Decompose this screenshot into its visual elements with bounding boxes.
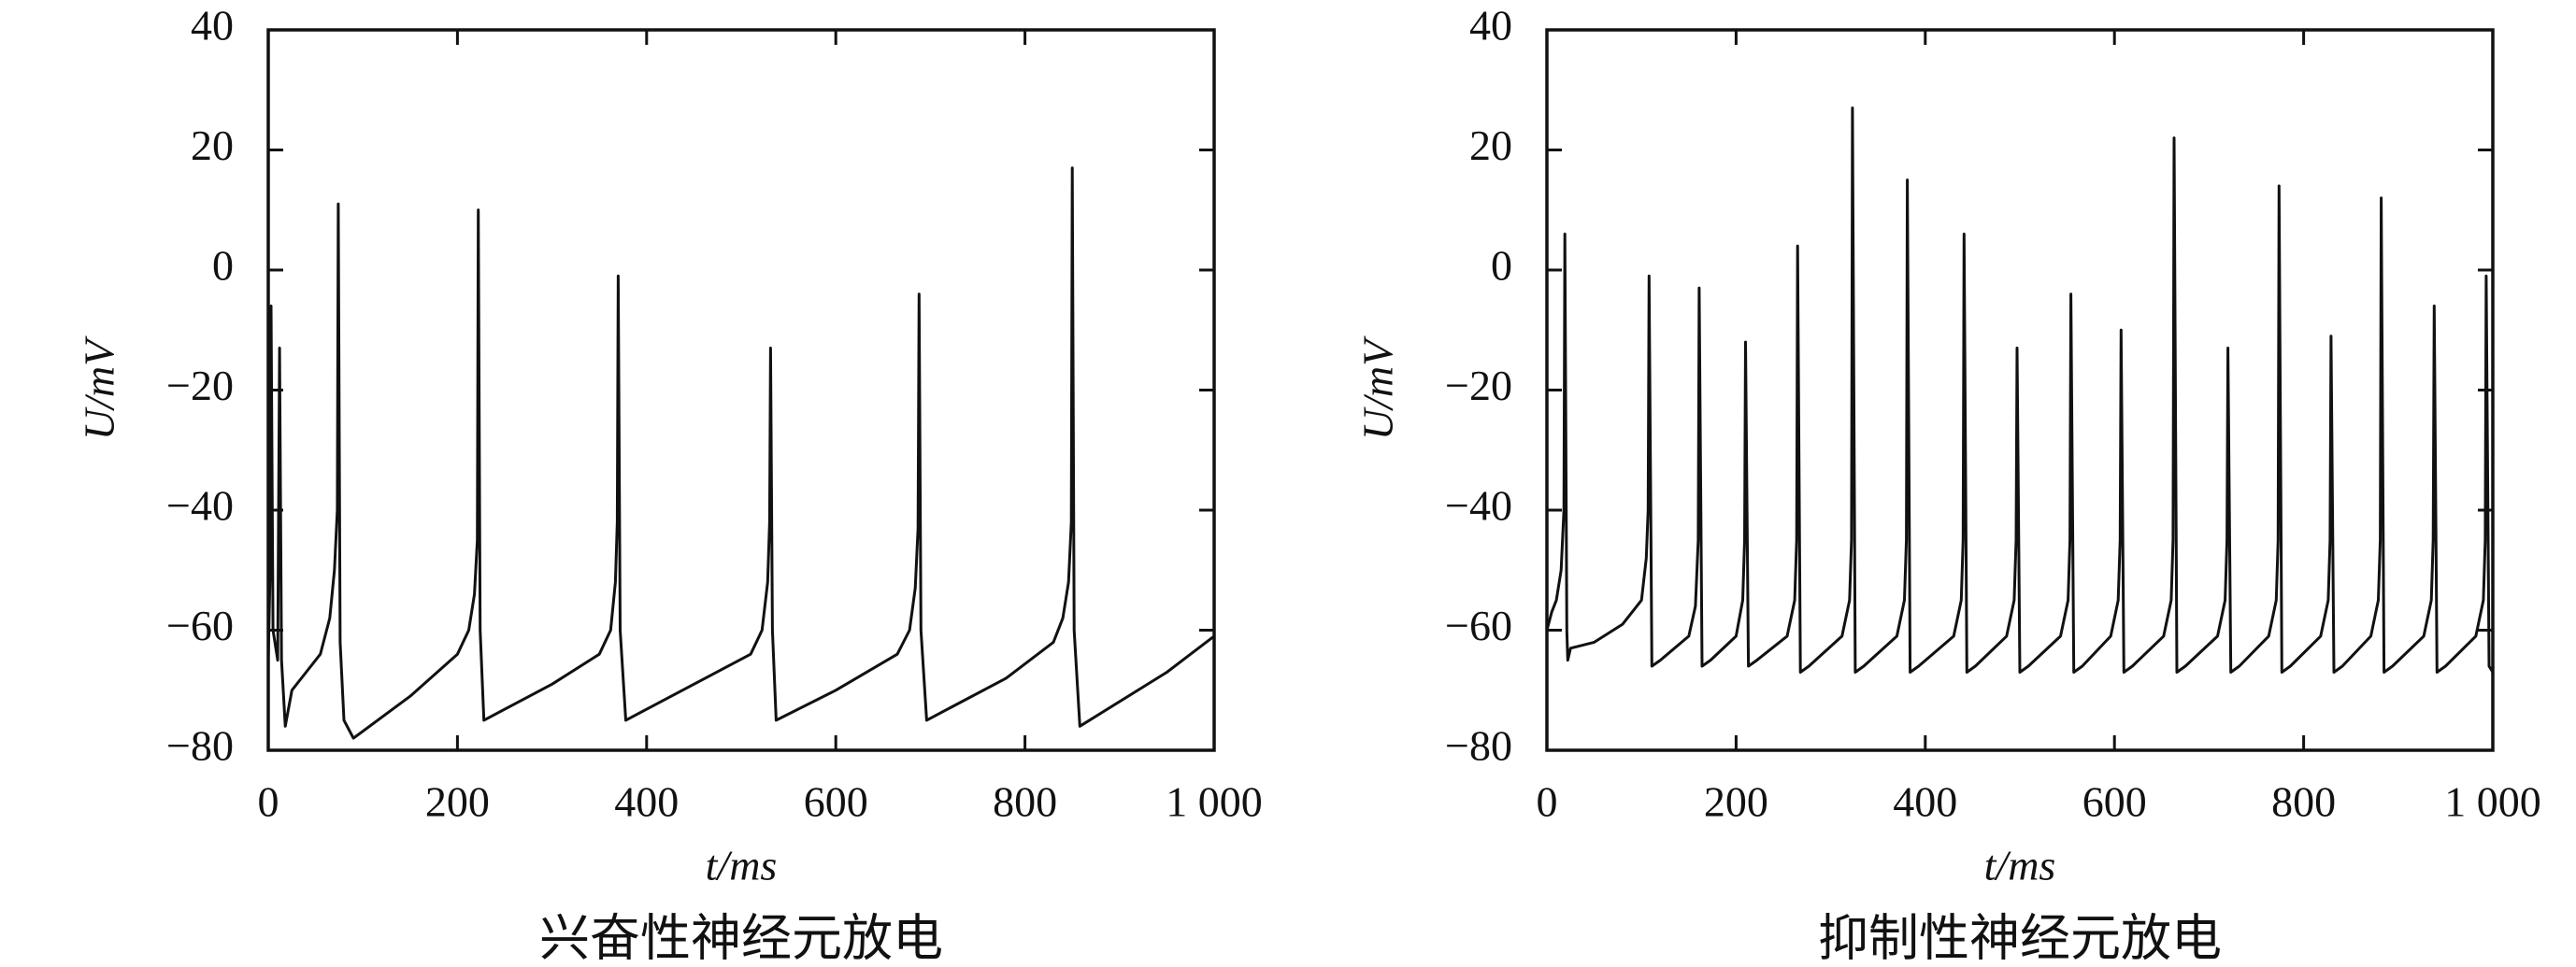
y-tick-label: −80 (166, 722, 234, 770)
x-axis-label: t/ms (1984, 842, 2056, 889)
y-tick-label: 20 (191, 121, 234, 169)
x-axis-label: t/ms (706, 842, 778, 889)
x-tick-label: 0 (1537, 778, 1558, 826)
y-tick-label: 0 (212, 242, 234, 290)
x-tick-label: 1 000 (2444, 778, 2541, 826)
x-tick-label: 0 (258, 778, 279, 826)
y-tick-label: −20 (166, 362, 234, 409)
x-tick-label: 400 (614, 778, 679, 826)
y-tick-label: 40 (191, 2, 234, 50)
trace-line (1545, 107, 2495, 674)
chart-caption: 抑制性神经元放电 (1818, 910, 2222, 966)
y-tick-label: −20 (1445, 362, 1512, 409)
x-tick-label: 800 (2271, 778, 2336, 826)
y-tick-label: 0 (1491, 242, 1512, 290)
y-tick-label: −60 (166, 602, 234, 649)
x-tick-label: 200 (1704, 778, 1768, 826)
x-tick-label: 800 (993, 778, 1057, 826)
y-axis-label: U/mV (76, 335, 123, 440)
x-tick-label: 1 000 (1166, 778, 1263, 826)
x-tick-label: 600 (2082, 778, 2147, 826)
x-tick-label: 200 (425, 778, 490, 826)
y-tick-label: −60 (1445, 602, 1512, 649)
x-tick-label: 600 (804, 778, 868, 826)
chart-caption: 兴奋性神经元放电 (539, 910, 943, 966)
x-tick-label: 400 (1893, 778, 1957, 826)
trace-line (266, 166, 1215, 740)
y-tick-label: −80 (1445, 722, 1512, 770)
y-tick-label: 20 (1469, 121, 1512, 169)
y-tick-label: 40 (1469, 2, 1512, 50)
y-axis-label: U/mV (1354, 335, 1402, 440)
y-tick-label: −40 (166, 482, 234, 530)
y-tick-label: −40 (1445, 482, 1512, 530)
